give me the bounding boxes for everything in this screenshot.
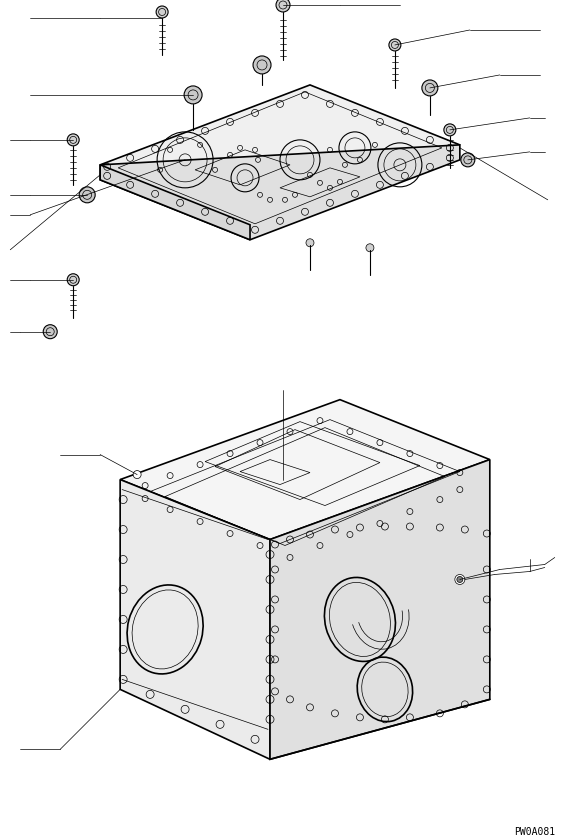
- Circle shape: [306, 239, 314, 247]
- Circle shape: [133, 470, 141, 479]
- Circle shape: [67, 134, 79, 146]
- Circle shape: [184, 86, 202, 104]
- Circle shape: [422, 80, 438, 96]
- Circle shape: [253, 56, 271, 74]
- Polygon shape: [270, 459, 490, 759]
- Circle shape: [455, 575, 465, 585]
- Polygon shape: [100, 144, 460, 239]
- Polygon shape: [100, 85, 460, 225]
- Circle shape: [461, 153, 475, 167]
- Circle shape: [156, 6, 168, 18]
- Circle shape: [67, 274, 79, 286]
- Polygon shape: [120, 400, 490, 539]
- Circle shape: [276, 0, 290, 12]
- Polygon shape: [120, 480, 270, 759]
- Circle shape: [366, 244, 374, 252]
- Text: PW0A081: PW0A081: [514, 827, 555, 837]
- Circle shape: [79, 186, 95, 202]
- Circle shape: [389, 39, 401, 51]
- Circle shape: [457, 576, 463, 582]
- Circle shape: [43, 325, 57, 339]
- Polygon shape: [100, 165, 250, 239]
- Circle shape: [444, 123, 456, 136]
